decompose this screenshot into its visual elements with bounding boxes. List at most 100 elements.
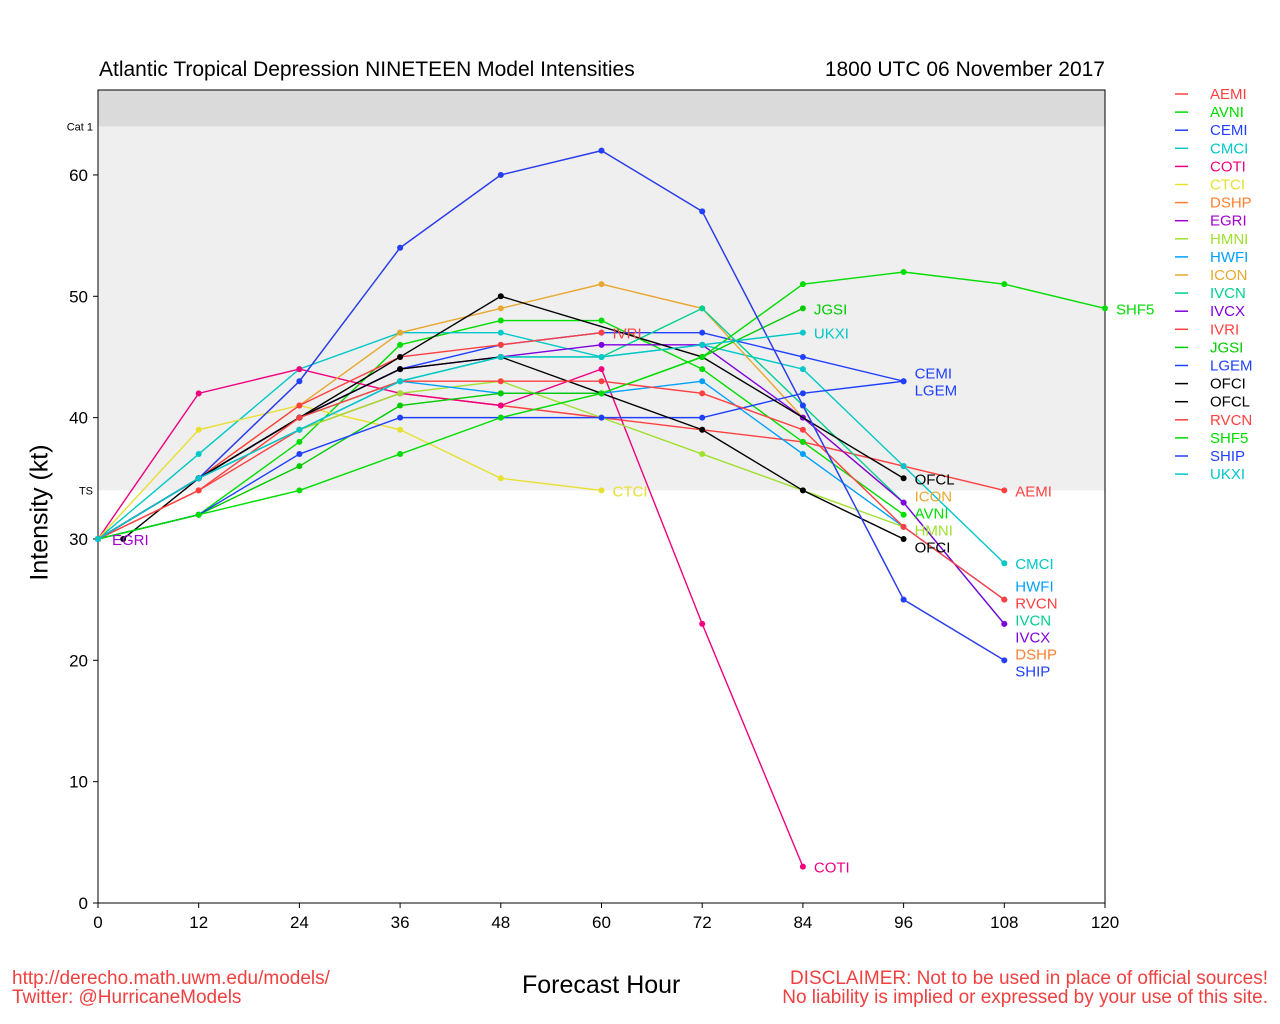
point-avni [296,438,303,445]
y-tick-label: 50 [69,287,88,306]
x-tick-label: 36 [391,913,410,932]
legend-item-ivcx: IVCX [1210,303,1245,320]
point-ship [699,208,706,215]
point-ukxi [296,426,303,433]
end-label-ivcx: IVCX [1015,629,1050,646]
point-lgem [699,414,706,421]
x-tick-label: 120 [1091,913,1119,932]
point-cmci [195,451,202,458]
end-label-cemi: CEMI [915,366,953,383]
band-label: Cat 1 [67,121,93,133]
legend-item-shf5: SHF5 [1210,430,1248,447]
point-ukxi [799,329,806,336]
point-lgem [799,390,806,397]
point-shf5 [1102,305,1108,312]
point-shf5 [799,281,806,288]
point-ivri [497,341,504,348]
legend-item-ukxi: UKXI [1210,466,1245,483]
x-tick-label: 84 [793,913,812,932]
x-tick-label: 12 [189,913,208,932]
legend-item-lgem: LGEM [1210,358,1253,375]
legend-item-ivcn: IVCN [1210,285,1246,302]
point-avni [598,317,605,324]
point-ukxi [397,378,404,385]
point-avni [799,438,806,445]
series-line-cmci [97,331,1005,564]
point-ship [799,402,806,409]
point-lgem [900,378,907,385]
end-label-ctci: CTCI [613,483,648,500]
point-ship [497,171,504,178]
point-ivcx [1001,620,1008,627]
point-coti [699,620,706,627]
point-cemi [799,353,806,360]
point-ofcl [900,475,907,482]
point-hwfi [699,378,706,385]
point-ofci [699,426,706,433]
point-jgsi [799,305,806,312]
point-ukxi [598,353,605,360]
chart-date: 1800 UTC 06 November 2017 [824,58,1105,81]
x-tick-label: 0 [93,913,102,932]
point-icon [397,329,404,336]
point-icon [598,281,605,288]
x-tick-label: 108 [990,913,1018,932]
end-label-icon: ICON [915,488,953,505]
chart-title: Atlantic Tropical Depression NINETEEN Mo… [99,58,635,81]
end-label-aemi: AEMI [1015,483,1052,500]
point-ship [1001,657,1008,664]
point-ctci [497,475,504,482]
legend-item-ofci: OFCI [1210,376,1246,393]
legend-item-icon: ICON [1210,267,1248,284]
point-jgsi [497,390,504,397]
end-label-avni: AVNI [915,505,949,522]
legend-item-ivri: IVRI [1210,321,1239,338]
point-shf5 [296,487,303,494]
band-ts [98,126,1105,491]
point-ship [900,596,907,603]
x-tick-label: 24 [290,913,309,932]
end-label-ship: SHIP [1015,663,1050,680]
y-axis-label: Intensity (kt) [25,444,54,581]
x-axis-label: Forecast Hour [522,971,681,999]
point-ofcl [497,293,504,300]
footer-url[interactable]: http://derecho.math.uwm.edu/models/ [12,968,330,989]
point-ivcx [598,341,605,348]
point-ofci [799,487,806,494]
point-ctci [195,426,202,433]
y-tick-label: 20 [69,651,88,670]
point-ctci [397,426,404,433]
point-coti [598,366,605,373]
point-cmci [900,463,907,470]
end-label-jgsi: JGSI [814,301,847,318]
point-rvcn [900,523,907,530]
legend-item-coti: COTI [1210,158,1246,175]
point-shf5 [1001,281,1008,288]
point-shf5 [397,451,404,458]
point-jgsi [296,463,303,470]
point-ship [598,147,605,154]
x-tick-label: 48 [491,913,510,932]
legend-item-dshp: DSHP [1210,195,1252,212]
point-ofcl [120,535,127,542]
point-coti [799,863,806,870]
point-shf5 [699,353,706,360]
y-tick-label: 10 [69,773,88,792]
point-ivri [598,329,605,336]
point-hwfi [799,451,806,458]
point-rvcn [598,378,605,385]
point-ukxi [95,535,101,542]
legend-item-cmci: CMCI [1210,140,1248,157]
footer-liability: No liability is implied or expressed by … [782,987,1268,1008]
band-cat1 [98,90,1105,127]
end-label-cmci: CMCI [1015,556,1053,573]
band-label: TS [79,485,93,497]
point-rvcn [799,426,806,433]
point-ofcl [397,353,404,360]
point-aemi [1001,487,1008,494]
end-label-lgem: LGEM [915,383,958,400]
point-rvcn [497,378,504,385]
end-label-shf5: SHF5 [1116,301,1154,318]
x-tick-label: 72 [693,913,712,932]
